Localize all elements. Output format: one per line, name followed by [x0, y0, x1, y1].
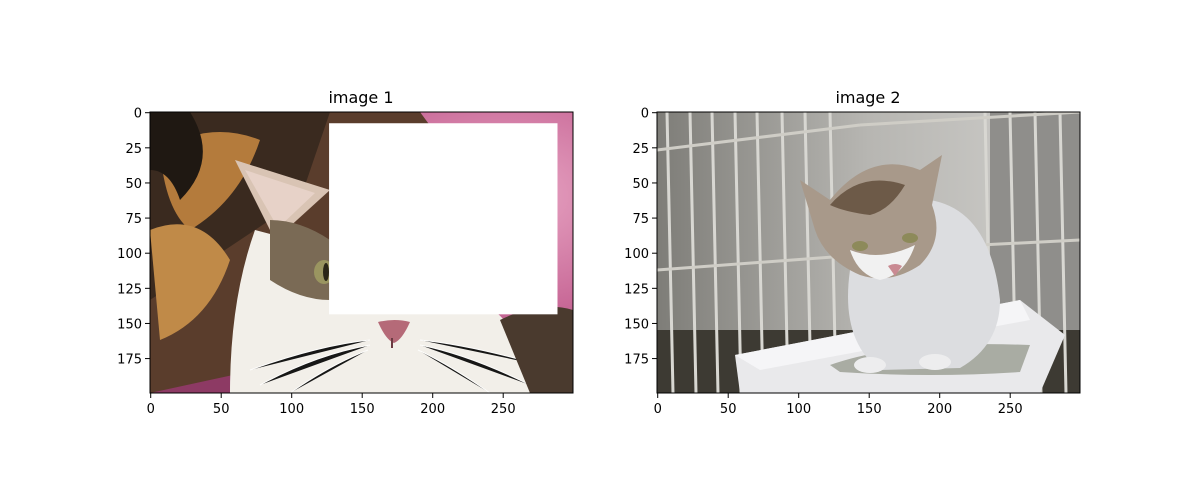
cage-bar: [1058, 112, 1068, 393]
x-tick-label: 200: [420, 402, 445, 417]
y-tick-label: 75: [632, 212, 649, 227]
cage-bar: [710, 112, 720, 393]
x-tick-label: 50: [213, 402, 230, 417]
x-tick-label: 250: [491, 402, 516, 417]
y-tick-label: 100: [117, 247, 142, 262]
axis-ticks-1: 0 50 100 150 200 250 0 25 50 75 100 125 150 175: [117, 107, 515, 417]
y-tick-label: 100: [624, 247, 649, 262]
cage-bar: [688, 112, 698, 393]
y-tick-label: 0: [134, 107, 142, 122]
y-tick-label: 50: [632, 177, 649, 192]
y-tick-label: 175: [117, 353, 142, 368]
x-tick-label: 100: [279, 402, 304, 417]
x-tick-label: 250: [998, 402, 1023, 417]
panel-image-2: image 2: [624, 88, 1081, 417]
x-tick-label: 150: [350, 402, 375, 417]
cat-photo-2: [657, 112, 1080, 393]
occlusion-patch: [329, 123, 558, 315]
y-tick-label: 150: [117, 317, 142, 332]
y-tick-label: 25: [632, 142, 649, 157]
panel-2-title: image 2: [835, 88, 900, 107]
cat-photo-1: [150, 112, 573, 393]
y-tick-label: 125: [624, 282, 649, 297]
y-tick-label: 150: [624, 317, 649, 332]
x-tick-label: 150: [857, 402, 882, 417]
axis-ticks-2: 0 50 100 150 200 250 0 25 50 75 100 125 150 175: [624, 107, 1022, 417]
x-tick-label: 50: [720, 402, 737, 417]
y-tick-label: 50: [125, 177, 142, 192]
axes-frame-1: [149, 111, 574, 394]
cage-bar: [733, 112, 743, 393]
axes-frame-2: [656, 111, 1081, 394]
y-tick-label: 0: [641, 107, 649, 122]
y-tick-label: 75: [125, 212, 142, 227]
x-tick-label: 200: [927, 402, 952, 417]
y-tick-label: 175: [624, 353, 649, 368]
cage-bar: [755, 112, 765, 393]
x-tick-label: 0: [147, 402, 155, 417]
panel-1-title: image 1: [328, 88, 393, 107]
x-tick-label: 0: [654, 402, 662, 417]
x-tick-label: 100: [786, 402, 811, 417]
y-tick-label: 125: [117, 282, 142, 297]
cage-bar: [665, 112, 675, 393]
y-tick-label: 25: [125, 142, 142, 157]
panel-image-1: image 1: [117, 88, 574, 417]
